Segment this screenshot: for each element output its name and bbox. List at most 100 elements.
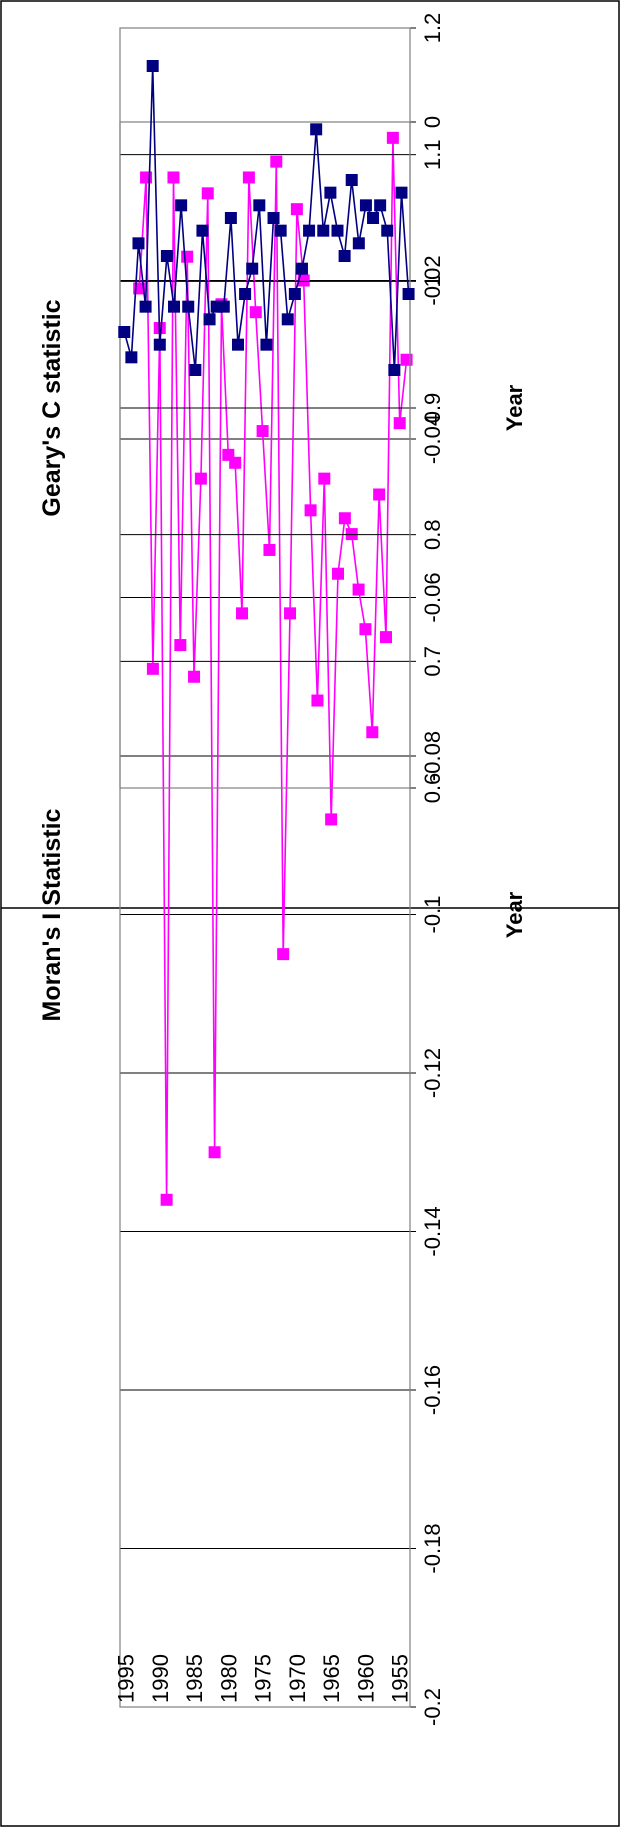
moran-data-point xyxy=(325,813,338,826)
geary-data-point xyxy=(324,186,337,199)
geary-data-point xyxy=(303,224,316,237)
geary-data-point xyxy=(317,224,330,237)
moran-y-tick-label: -0.04 xyxy=(420,414,445,464)
geary-y-tick-label: 0.7 xyxy=(420,646,445,677)
moran-x-tick-label: 1995 xyxy=(113,1654,138,1703)
moran-y-tick-label: -0.1 xyxy=(420,896,445,934)
geary-data-point xyxy=(153,338,166,351)
moran-plot-area xyxy=(119,121,411,1708)
moran-data-point xyxy=(345,528,358,541)
geary-data-point xyxy=(359,199,372,212)
moran-x-tick-label: 1955 xyxy=(388,1654,413,1703)
moran-data-point xyxy=(386,131,399,144)
moran-data-point xyxy=(242,171,255,184)
geary-data-point xyxy=(288,288,301,300)
moran-data-point xyxy=(174,639,187,652)
moran-data-point xyxy=(297,274,310,287)
geary-data-point xyxy=(381,224,394,237)
geary-chart-title: Geary's C statistic xyxy=(38,299,66,516)
moran-x-tick-label: 1975 xyxy=(251,1654,276,1703)
geary-y-tick-label: 0.8 xyxy=(420,519,445,550)
geary-y-tick-label: 0.9 xyxy=(420,393,445,424)
moran-data-point xyxy=(359,623,372,636)
moran-data-point xyxy=(304,504,317,517)
moran-data-point xyxy=(181,250,194,263)
moran-data-point xyxy=(270,155,283,168)
geary-data-point xyxy=(231,338,244,351)
moran-y-tick-label: -0.06 xyxy=(420,572,445,622)
geary-data-point xyxy=(402,288,415,300)
geary-data-point xyxy=(395,186,408,199)
moran-y-tick-label: -0.18 xyxy=(420,1523,445,1573)
moran-y-tick-label: -0.14 xyxy=(420,1206,445,1256)
moran-x-tick-label: 1970 xyxy=(285,1654,310,1703)
moran-data-point xyxy=(393,417,406,430)
geary-data-point xyxy=(388,364,401,376)
moran-y-tick-label: 0 xyxy=(420,116,445,128)
geary-data-point xyxy=(146,60,159,72)
moran-data-point xyxy=(284,607,297,620)
moran-y-tick-labels: 0 -0.02 -0.04 -0.06 -0.08 -0.1 -0.12 -0.14 -0.16… xyxy=(420,116,445,1726)
moran-x-tick-label: 1985 xyxy=(182,1654,207,1703)
geary-data-point xyxy=(239,288,252,300)
moran-data-point xyxy=(400,353,413,366)
geary-data-point xyxy=(310,123,323,136)
moran-series-line xyxy=(138,137,408,1200)
moran-x-tick-label: 1990 xyxy=(148,1654,173,1703)
geary-data-point xyxy=(253,199,266,212)
geary-data-point xyxy=(331,224,344,237)
geary-y-tick-labels: 1.2 1.1 1 0.9 0.8 0.7 0.6 xyxy=(420,13,445,804)
geary-y-tick-label: 1.1 xyxy=(420,139,445,170)
moran-data-point xyxy=(263,543,276,556)
geary-series-markers xyxy=(118,60,415,376)
geary-data-point xyxy=(345,174,358,186)
geary-data-point xyxy=(203,313,216,326)
moran-x-tick-labels: 1955 1960 1965 1970 1975 1980 1985 1990 1995 xyxy=(113,1654,412,1703)
geary-data-point xyxy=(246,262,259,275)
geary-data-point xyxy=(338,250,351,262)
geary-data-point xyxy=(267,212,280,224)
moran-data-point xyxy=(249,306,262,319)
moran-data-point xyxy=(332,567,345,580)
geary-data-point xyxy=(125,351,138,364)
moran-data-point xyxy=(352,583,365,596)
moran-y-tick-label: -0.08 xyxy=(420,731,445,781)
moran-data-point xyxy=(290,203,303,216)
geary-y-tick-label: 1 xyxy=(420,275,445,287)
geary-data-point xyxy=(295,262,308,275)
geary-data-point xyxy=(196,224,209,237)
geary-panel: 1.21.110.90.80.70.6 19551959196319671971… xyxy=(38,13,527,804)
geary-data-point xyxy=(374,199,387,212)
geary-data-point xyxy=(139,300,152,313)
geary-data-point xyxy=(352,237,365,250)
moran-data-point xyxy=(167,171,180,184)
moran-data-point xyxy=(366,726,379,739)
geary-data-point xyxy=(224,212,237,224)
moran-x-tick-label: 1960 xyxy=(353,1654,378,1703)
geary-data-point xyxy=(260,338,273,351)
geary-data-point xyxy=(118,326,131,338)
moran-data-point xyxy=(380,631,393,644)
geary-data-point xyxy=(274,224,287,237)
geary-plot-area xyxy=(119,27,411,789)
moran-data-point xyxy=(201,187,214,200)
geary-data-point xyxy=(160,250,173,262)
geary-data-point xyxy=(367,212,380,224)
geary-data-point xyxy=(132,237,145,250)
moran-chart-title: Moran's I Statistic xyxy=(38,808,66,1021)
moran-data-point xyxy=(318,472,331,485)
moran-data-point xyxy=(311,694,324,707)
moran-data-point xyxy=(188,670,201,683)
moran-y-tick-label: -0.02 xyxy=(420,255,445,305)
moran-y-tick-label: -0.16 xyxy=(420,1365,445,1415)
moran-data-point xyxy=(208,1146,221,1159)
moran-data-point xyxy=(277,948,290,961)
moran-data-point xyxy=(373,488,386,501)
moran-data-point xyxy=(222,448,235,461)
geary-y-tick-label: 1.2 xyxy=(420,13,445,44)
moran-data-point xyxy=(236,607,249,620)
geary-data-point xyxy=(189,364,202,376)
geary-x-axis-label: Year xyxy=(502,384,527,431)
